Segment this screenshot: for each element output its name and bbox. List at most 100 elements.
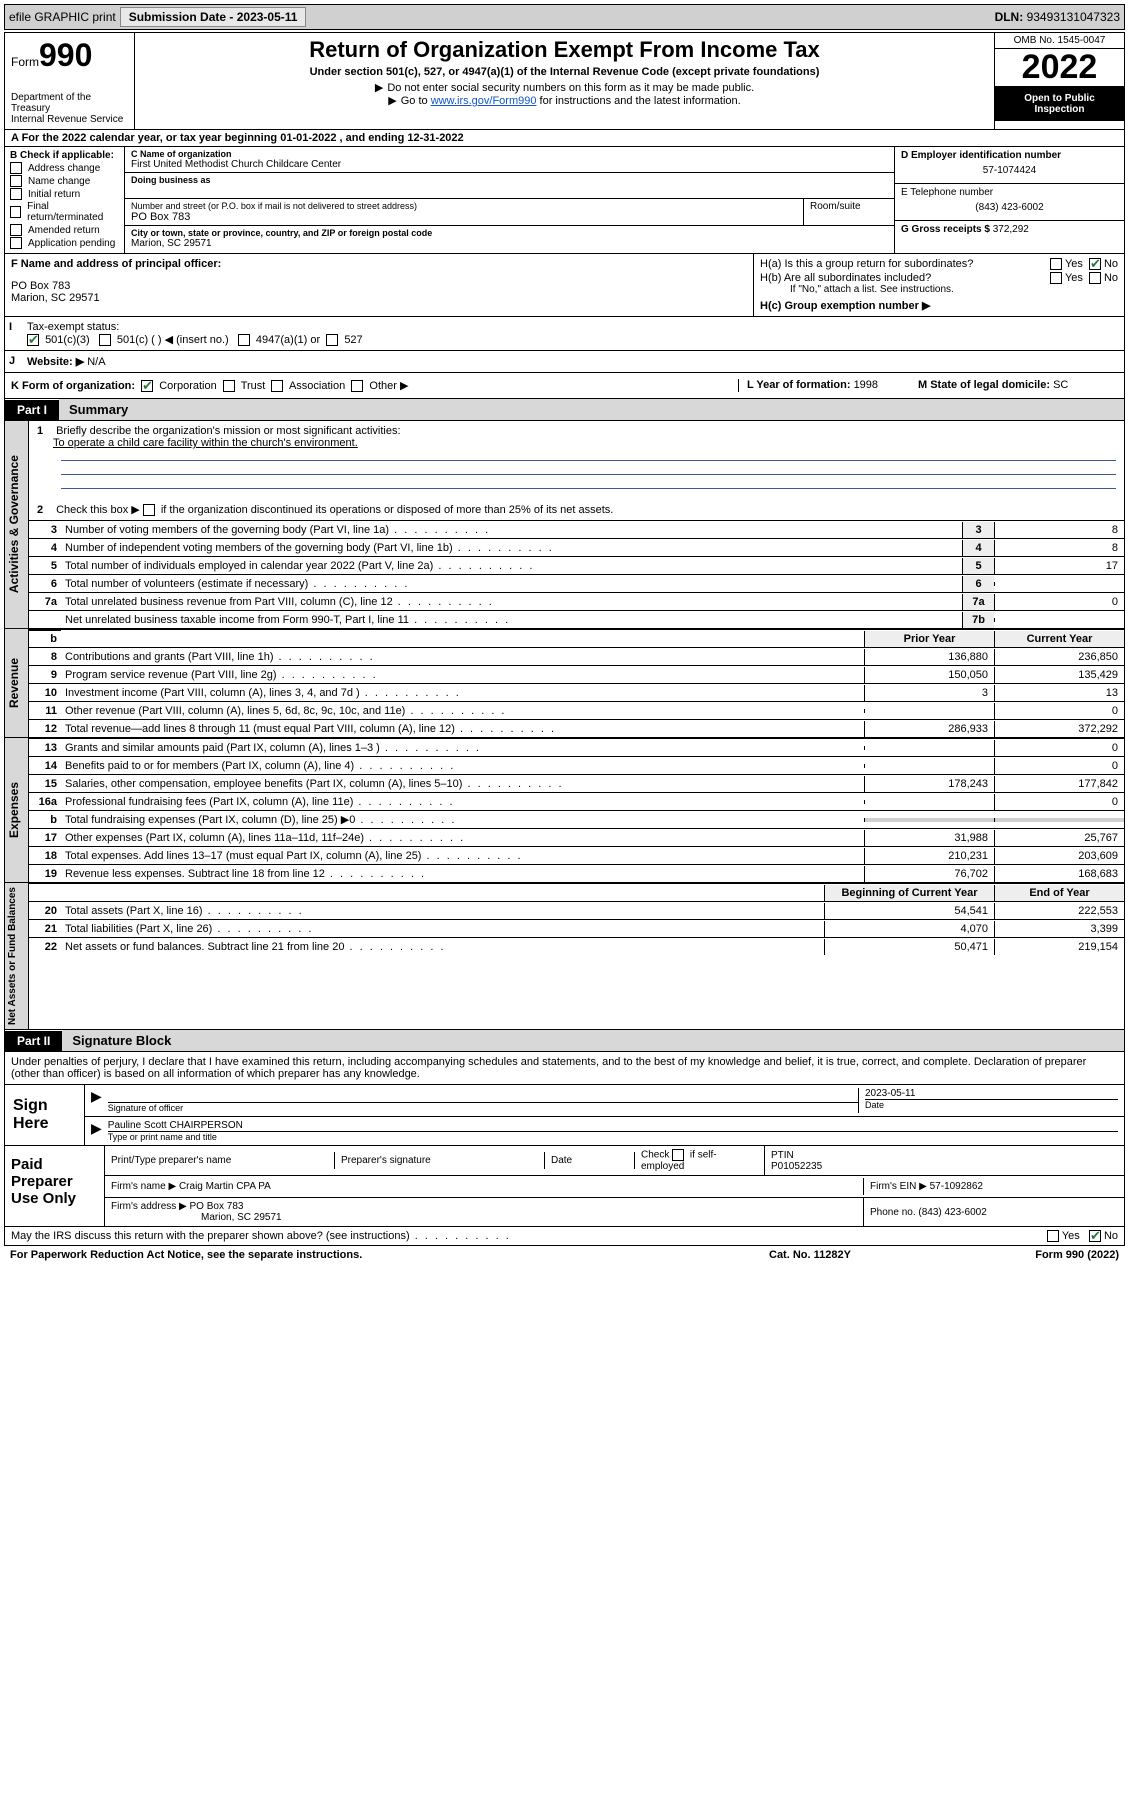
line-num: 6 — [29, 576, 61, 592]
chk-pending[interactable] — [10, 237, 22, 249]
line-desc: Total liabilities (Part X, line 26) — [61, 921, 824, 937]
part2-title: Signature Block — [62, 1030, 1124, 1051]
ha-no: No — [1104, 258, 1118, 270]
firm-ein: 57-1092862 — [930, 1181, 983, 1192]
org-name: First United Methodist Church Childcare … — [131, 159, 888, 170]
part1-tab: Part I — [5, 400, 59, 420]
row-j-value: N/A — [87, 356, 105, 368]
form-header-right: OMB No. 1545-0047 2022 Open to Public In… — [994, 33, 1124, 129]
chk-4947[interactable] — [238, 334, 250, 346]
ha-yes: Yes — [1065, 258, 1083, 270]
city-value: Marion, SC 29571 — [131, 238, 888, 249]
chk-hb-no[interactable] — [1089, 272, 1101, 284]
expense-line: 13 Grants and similar amounts paid (Part… — [29, 738, 1124, 756]
line-desc: Total assets (Part X, line 16) — [61, 903, 824, 919]
chk-ha-yes[interactable] — [1050, 258, 1062, 270]
line-current: 219,154 — [994, 939, 1124, 955]
line-current: 222,553 — [994, 903, 1124, 919]
form-label: Form — [11, 55, 39, 69]
line-prior: 136,880 — [864, 649, 994, 665]
line-num: 15 — [29, 776, 61, 792]
section-expenses: Expenses 13 Grants and similar amounts p… — [4, 738, 1125, 883]
col-current-year: Current Year — [994, 631, 1124, 647]
hb-note: If "No," attach a list. See instructions… — [760, 284, 1118, 295]
vtab-netassets: Net Assets or Fund Balances — [5, 883, 29, 1029]
box-f-addr2: Marion, SC 29571 — [11, 292, 747, 304]
hc-label: H(c) Group exemption number ▶ — [760, 300, 930, 312]
chk-self-employed[interactable] — [672, 1149, 684, 1161]
paid-c4-pre: Check — [641, 1150, 669, 1161]
notice-1: Do not enter social security numbers on … — [387, 82, 754, 94]
line2-post: if the organization discontinued its ope… — [161, 504, 614, 516]
section-governance: Activities & Governance 1 Briefly descri… — [4, 421, 1125, 629]
discuss-yes: Yes — [1062, 1230, 1080, 1242]
discuss-text: May the IRS discuss this return with the… — [11, 1230, 511, 1242]
chk-discuss-yes[interactable] — [1047, 1230, 1059, 1242]
paid-phone: (843) 423-6002 — [918, 1207, 986, 1218]
paid-c3-header: Date — [545, 1152, 635, 1169]
line-val: 8 — [994, 540, 1124, 556]
chk-501c[interactable] — [99, 334, 111, 346]
expense-line: 14 Benefits paid to or for members (Part… — [29, 756, 1124, 774]
chk-address-change[interactable] — [10, 162, 22, 174]
line-num: 9 — [29, 667, 61, 683]
opt-final: Final return/terminated — [27, 201, 119, 223]
line-desc: Program service revenue (Part VIII, line… — [61, 667, 864, 683]
col-prior-year: Prior Year — [864, 631, 994, 647]
chk-line2[interactable] — [143, 504, 155, 516]
chk-trust[interactable] — [223, 380, 235, 392]
part2-tab: Part II — [5, 1031, 62, 1051]
chk-amended[interactable] — [10, 224, 22, 236]
form-title: Return of Organization Exempt From Incom… — [145, 37, 984, 63]
line-desc: Number of independent voting members of … — [61, 540, 962, 556]
firm-addr-label: Firm's address ▶ — [111, 1201, 187, 1212]
phone-value: (843) 423-6002 — [901, 198, 1118, 217]
line-desc: Professional fundraising fees (Part IX, … — [61, 794, 864, 810]
line-num: 10 — [29, 685, 61, 701]
chk-initial[interactable] — [10, 188, 22, 200]
line-num: 13 — [29, 740, 61, 756]
notice-2-link[interactable]: www.irs.gov/Form990 — [431, 95, 537, 107]
line-num: 19 — [29, 866, 61, 882]
line-prior — [864, 746, 994, 750]
line-num: 5 — [29, 558, 61, 574]
line2-num: 2 — [37, 504, 53, 516]
firm-addr2: Marion, SC 29571 — [111, 1212, 857, 1223]
line-desc: Total number of individuals employed in … — [61, 558, 962, 574]
line-current: 135,429 — [994, 667, 1124, 683]
sign-date: 2023-05-11 — [865, 1088, 1118, 1099]
chk-corp[interactable] — [141, 380, 153, 392]
line-box: 7b — [962, 612, 994, 628]
submission-btn[interactable]: Submission Date - 2023-05-11 — [120, 7, 307, 27]
revenue-line: 9 Program service revenue (Part VIII, li… — [29, 665, 1124, 683]
chk-name-change[interactable] — [10, 175, 22, 187]
chk-501c3[interactable] — [27, 334, 39, 346]
dln-value: 93493131047323 — [1027, 10, 1120, 24]
chk-527[interactable] — [326, 334, 338, 346]
street-value: PO Box 783 — [131, 211, 797, 223]
chk-other[interactable] — [351, 380, 363, 392]
line-num: 12 — [29, 721, 61, 737]
box-b-label: B Check if applicable: — [10, 150, 119, 161]
signer-name: Pauline Scott CHAIRPERSON — [108, 1120, 1118, 1131]
chk-hb-yes[interactable] — [1050, 272, 1062, 284]
chk-ha-no[interactable] — [1089, 258, 1101, 270]
box-c: C Name of organization First United Meth… — [125, 147, 894, 253]
chk-final[interactable] — [10, 206, 21, 218]
sign-here-label: Sign Here — [5, 1085, 85, 1145]
chk-discuss-no[interactable] — [1089, 1230, 1101, 1242]
line-num: 8 — [29, 649, 61, 665]
gross-label: G Gross receipts $ — [901, 224, 993, 235]
chk-assoc[interactable] — [271, 380, 283, 392]
line-current — [994, 818, 1124, 822]
line-current: 13 — [994, 685, 1124, 701]
line-desc: Other expenses (Part IX, column (A), lin… — [61, 830, 864, 846]
opt-501c3: 501(c)(3) — [45, 334, 90, 346]
line-val — [994, 618, 1124, 622]
line-prior: 286,933 — [864, 721, 994, 737]
line-desc: Contributions and grants (Part VIII, lin… — [61, 649, 864, 665]
line-num — [29, 618, 61, 622]
section-netassets: Net Assets or Fund Balances Beginning of… — [4, 883, 1125, 1030]
paid-c4-header: Check if self-employed — [635, 1146, 765, 1175]
mission-label: Briefly describe the organization's miss… — [56, 425, 400, 437]
